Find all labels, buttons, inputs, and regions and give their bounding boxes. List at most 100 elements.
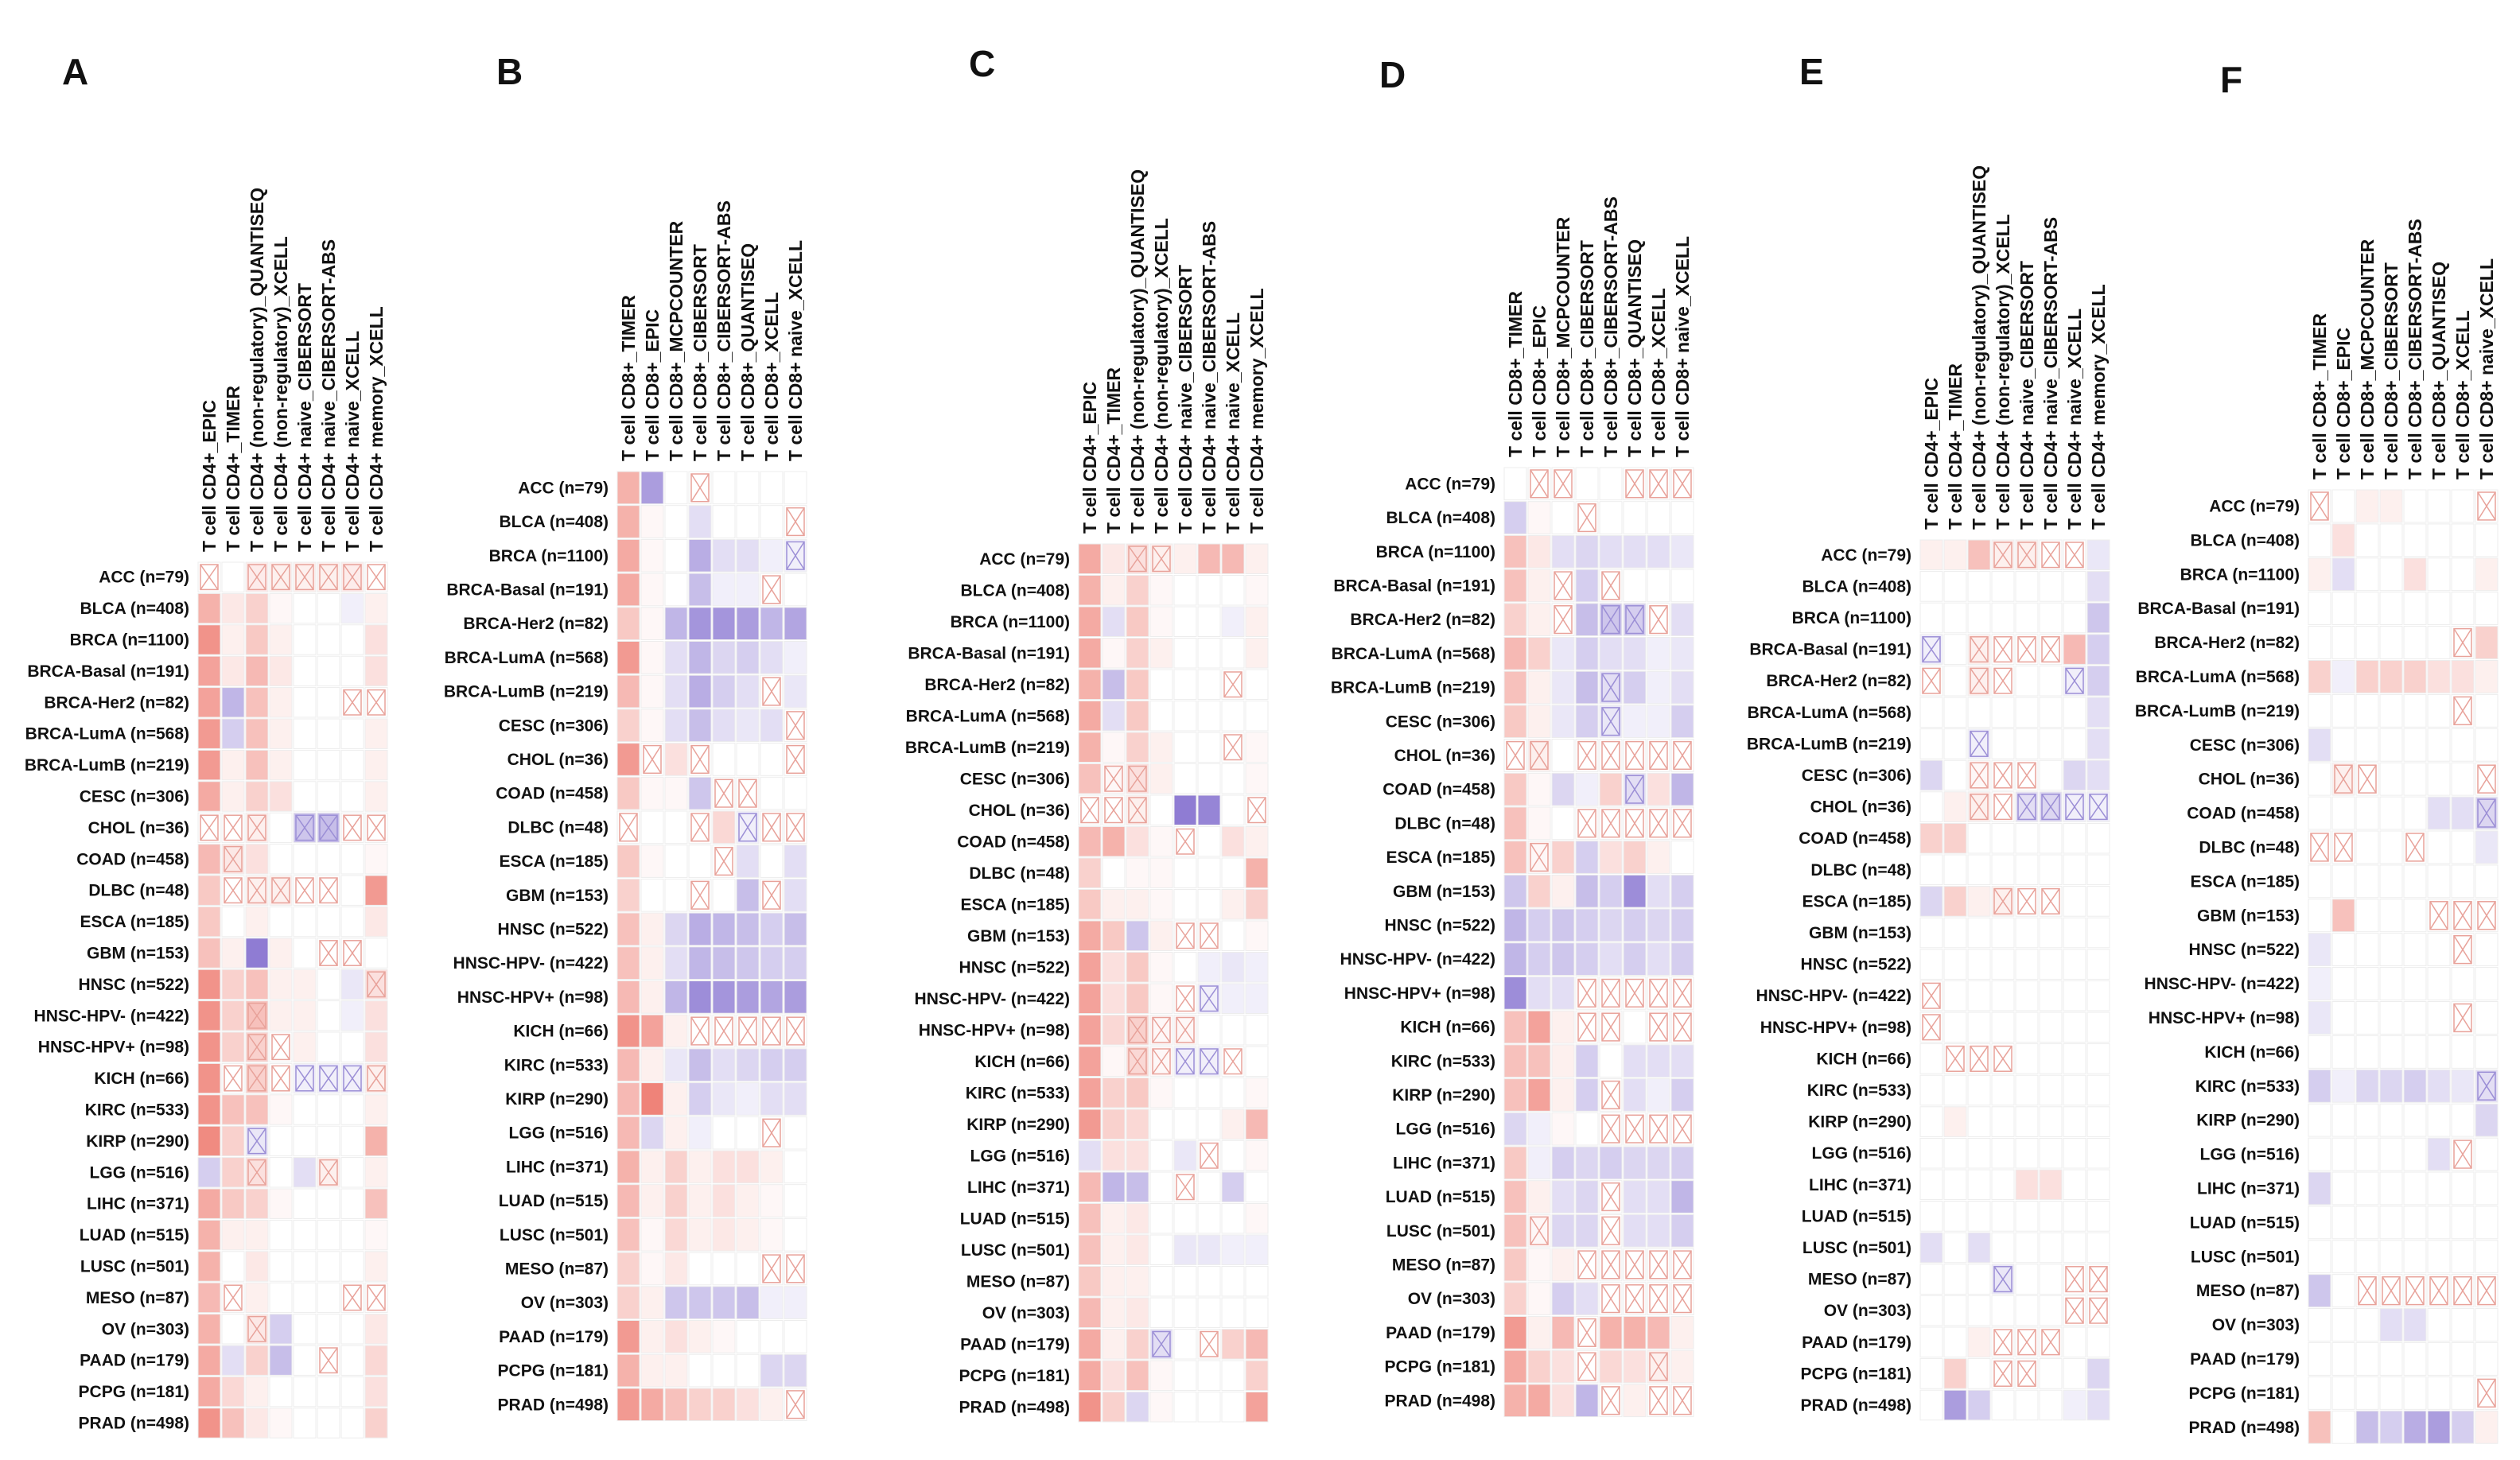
cell-frame xyxy=(1943,1137,1967,1169)
heatmap-cell xyxy=(317,1000,340,1031)
heatmap-cell xyxy=(198,781,220,812)
cell-frame xyxy=(1527,1349,1551,1384)
heatmap-cell xyxy=(2356,1001,2378,1035)
cell-frame xyxy=(1599,841,1623,874)
cell-frame xyxy=(269,969,293,1000)
heatmap-cell xyxy=(713,1286,735,1319)
heatmap-cell xyxy=(1174,1140,1196,1171)
heatmap-cell xyxy=(2452,1308,2474,1342)
column-label: T cell CD8+ naive_XCELL xyxy=(2476,258,2497,480)
heatmap-cell xyxy=(1079,732,1101,763)
heatmap-cell xyxy=(198,938,220,969)
nonsignificant-cross xyxy=(1993,888,2012,914)
heatmap-cell xyxy=(1198,575,1220,605)
cell-frame xyxy=(616,573,640,607)
column-label: T cell CD8+_CIBERSORT-ABS xyxy=(714,200,734,461)
heatmap-cell xyxy=(270,656,292,686)
heatmap-cell xyxy=(1079,763,1101,794)
cell-frame xyxy=(640,1217,664,1252)
heatmap-cell xyxy=(2452,557,2474,591)
cell-frame xyxy=(1943,728,1967,759)
cell-frame xyxy=(245,1251,269,1282)
heatmap-cell xyxy=(365,750,387,780)
heatmap-cell xyxy=(2332,557,2355,591)
cell-frame xyxy=(712,743,736,776)
heatmap-cell xyxy=(1944,918,1966,948)
cell-frame xyxy=(1126,1392,1149,1423)
cell-frame xyxy=(688,1014,712,1048)
nonsignificant-cross xyxy=(367,1065,386,1092)
cell-frame xyxy=(664,1286,688,1320)
nonsignificant-mark xyxy=(2017,887,2036,914)
heatmap-cell xyxy=(760,607,783,640)
heatmap-cell xyxy=(1126,1140,1149,1171)
heatmap-cell xyxy=(1920,855,1942,885)
heatmap-cell xyxy=(737,1184,759,1217)
row-label: COAD (n=458) xyxy=(496,785,609,803)
heatmap-cell xyxy=(760,743,783,776)
heatmap-cell xyxy=(1624,1044,1646,1078)
heatmap-cell xyxy=(737,1388,759,1421)
heatmap-cell xyxy=(2428,763,2450,796)
heatmap-cell xyxy=(1174,1329,1196,1359)
heatmap-cell xyxy=(1552,1214,1574,1248)
cell-frame xyxy=(1670,1112,1694,1146)
cell-frame xyxy=(1197,952,1221,983)
heatmap-cell xyxy=(1671,535,1694,569)
heatmap-cell xyxy=(665,1218,687,1252)
heatmap-cell xyxy=(1222,1298,1244,1328)
heatmap-cell xyxy=(270,813,292,843)
nonsignificant-cross xyxy=(1128,797,1147,823)
cell-frame xyxy=(1527,1044,1551,1078)
row-label: BRCA-Her2 (n=82) xyxy=(463,615,609,633)
column-label: T cell CD8+_CIBERSORT xyxy=(2381,262,2401,480)
cell-frame xyxy=(1943,949,1967,980)
cell-frame xyxy=(1245,1203,1269,1234)
heatmap-cell xyxy=(1150,1140,1172,1171)
heatmap-cell xyxy=(294,624,316,655)
cell-frame xyxy=(1919,539,1943,571)
heatmap-cell xyxy=(270,593,292,623)
cell-frame xyxy=(269,781,293,812)
heatmap-cell xyxy=(341,1220,364,1250)
heatmap-cell xyxy=(2087,1170,2110,1200)
cell-frame xyxy=(1599,637,1623,670)
nonsignificant-mark xyxy=(247,1315,266,1342)
row-label: CESC (n=306) xyxy=(499,716,609,735)
heatmap-cell xyxy=(2040,1390,2062,1420)
cell-frame xyxy=(317,1031,340,1062)
cell-frame xyxy=(664,776,688,810)
row-label: DLBC (n=48) xyxy=(1394,814,1495,833)
heatmap-cell xyxy=(2040,1170,2062,1200)
heatmap-cell xyxy=(2332,1206,2355,1239)
cell-frame xyxy=(2063,1043,2086,1074)
cell-frame xyxy=(1078,1078,1102,1109)
heatmap-cell xyxy=(2452,763,2474,796)
cell-frame xyxy=(1197,920,1221,951)
cell-frame xyxy=(1575,705,1599,739)
heatmap-cell xyxy=(2475,1342,2498,1376)
cell-frame xyxy=(364,1094,388,1125)
cell-frame xyxy=(1551,1010,1575,1044)
cell-frame xyxy=(688,776,712,810)
nonsignificant-mark xyxy=(762,880,781,910)
heatmap-cell xyxy=(1198,826,1220,856)
cell-frame xyxy=(293,592,317,624)
cell-frame xyxy=(760,1150,784,1184)
heatmap-cell xyxy=(1528,501,1550,534)
heatmap-cell xyxy=(1968,1295,1990,1326)
heatmap-cell xyxy=(246,969,268,1000)
cell-frame xyxy=(2086,1201,2110,1232)
heatmap-cell xyxy=(2356,490,2378,522)
nonsignificant-cross xyxy=(2089,794,2108,820)
cell-frame xyxy=(1503,806,1527,841)
cell-frame xyxy=(1197,575,1221,606)
heatmap-cell xyxy=(1920,1295,1942,1326)
heatmap-cell xyxy=(2404,1377,2426,1410)
cell-frame xyxy=(1575,739,1599,772)
heatmap-cell xyxy=(317,844,340,874)
cell-frame xyxy=(1623,1282,1647,1316)
cell-frame xyxy=(1078,1109,1102,1140)
cell-frame xyxy=(1245,669,1269,700)
cell-frame xyxy=(1943,1232,1967,1264)
